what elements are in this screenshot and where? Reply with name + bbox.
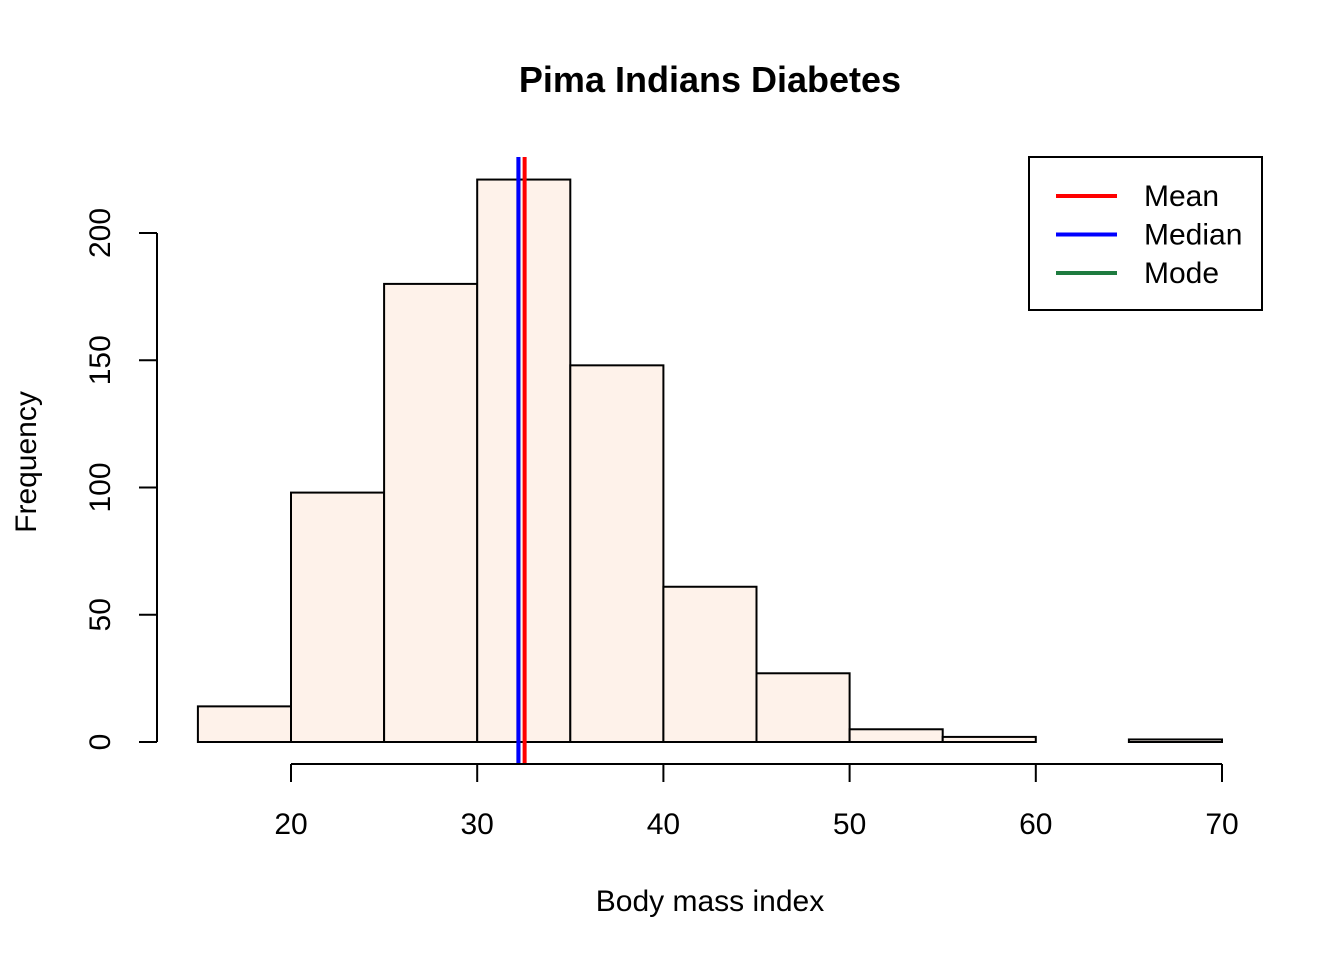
legend: Mean Median Mode xyxy=(1028,156,1263,311)
y-axis-label: Frequency xyxy=(10,391,43,533)
y-tick-label: 200 xyxy=(84,208,117,258)
x-axis: 20 30 40 50 60 70 xyxy=(274,763,1239,841)
y-tick-label: 0 xyxy=(84,734,117,751)
legend-label-mode: Mode xyxy=(1144,257,1219,290)
x-axis-label: Body mass index xyxy=(596,885,824,918)
legend-label-median: Median xyxy=(1144,219,1242,252)
x-tick-label: 50 xyxy=(833,808,866,841)
x-tick-label: 70 xyxy=(1205,808,1238,841)
legend-label-mean: Mean xyxy=(1144,180,1219,213)
histogram-bar xyxy=(755,672,851,743)
histogram-bars xyxy=(196,178,1224,744)
y-tick-label: 150 xyxy=(84,335,117,385)
histogram-bar xyxy=(941,735,1037,743)
histogram-bar xyxy=(383,282,479,743)
y-tick-label: 100 xyxy=(84,462,117,512)
y-axis: 0 50 100 150 200 xyxy=(84,208,158,751)
reference-lines xyxy=(516,157,527,764)
x-tick-label: 40 xyxy=(647,808,680,841)
histogram-bar xyxy=(662,585,758,743)
histogram-bar xyxy=(1127,738,1224,744)
histogram-bar xyxy=(290,491,386,743)
y-tick-label: 50 xyxy=(84,598,117,631)
histogram-bar xyxy=(848,728,944,744)
x-tick-label: 20 xyxy=(274,808,307,841)
histogram-bar xyxy=(196,705,292,743)
x-tick-label: 30 xyxy=(461,808,494,841)
histogram-bar xyxy=(569,364,665,743)
x-tick-label: 60 xyxy=(1019,808,1052,841)
chart-title: Pima Indians Diabetes xyxy=(519,59,901,100)
